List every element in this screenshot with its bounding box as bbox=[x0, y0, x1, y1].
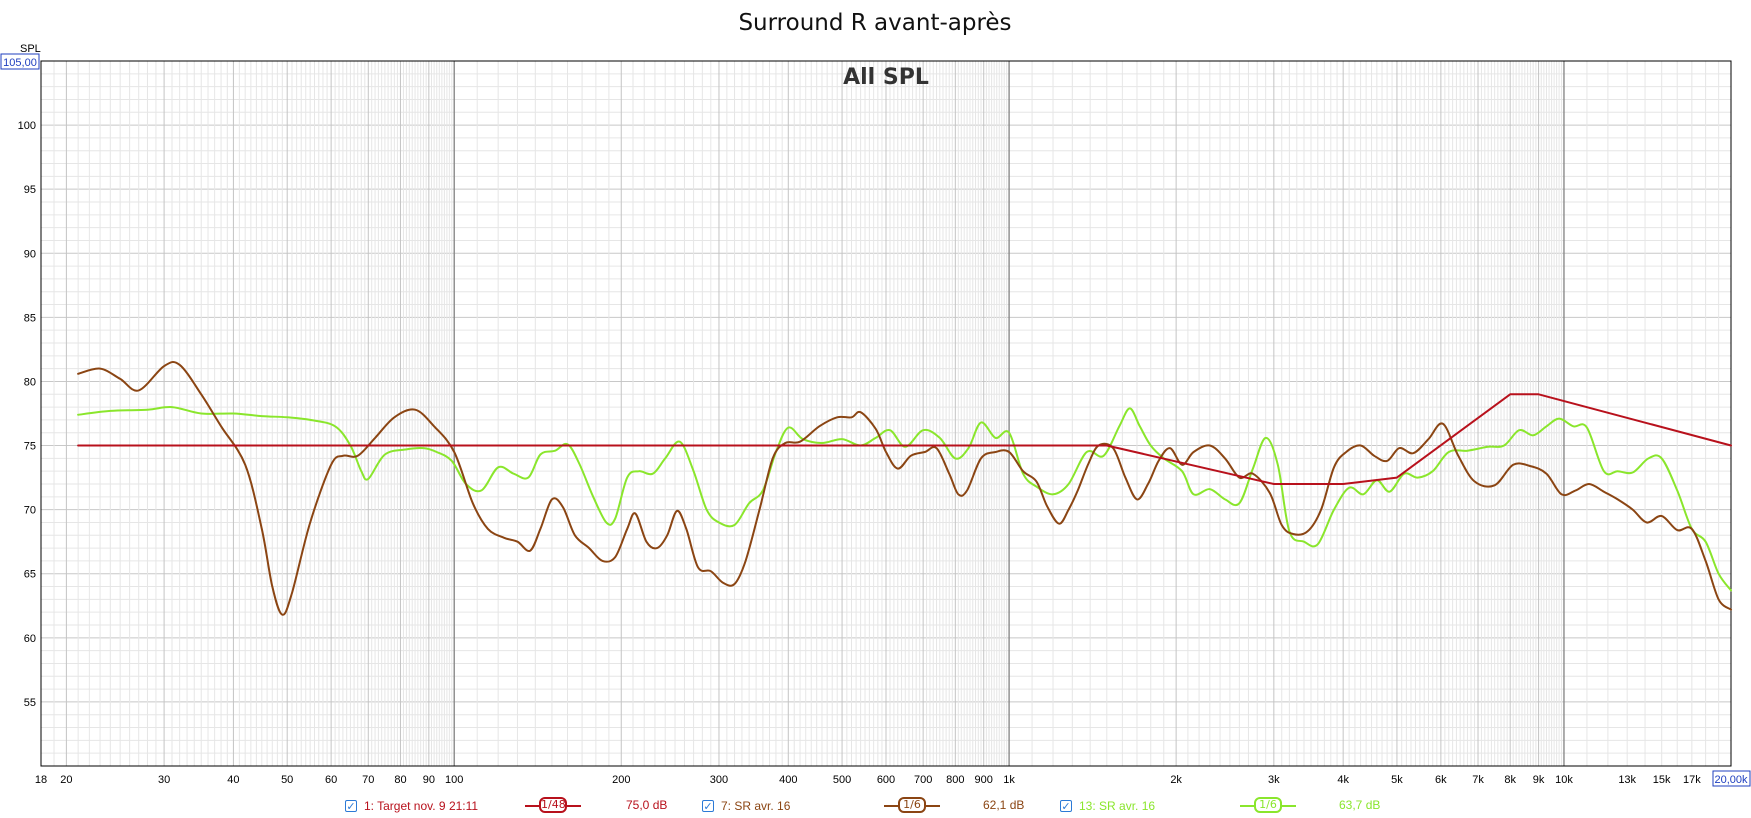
x-tick-label: 600 bbox=[877, 774, 895, 786]
y-tick-label: 95 bbox=[24, 184, 36, 196]
y-tick-label: 70 bbox=[24, 505, 36, 517]
chart-title: Surround R avant-après bbox=[738, 10, 1011, 36]
legend-level: 62,1 dB bbox=[983, 798, 1025, 812]
smoothing-indicator[interactable]: 1/6 bbox=[1240, 796, 1296, 816]
x-end-value-box[interactable]: 20,00k bbox=[1712, 770, 1751, 787]
legend-label: 7: SR avr. 16 bbox=[721, 799, 791, 813]
x-end-value: 20,00k bbox=[1714, 774, 1748, 786]
legend-item-target[interactable]: ✓ 1: Target nov. 9 21:11 bbox=[345, 796, 478, 816]
y-tick-label: 60 bbox=[24, 633, 36, 645]
x-tick-label: 5k bbox=[1391, 774, 1403, 786]
x-tick-label: 8k bbox=[1504, 774, 1516, 786]
x-tick-label: 17k bbox=[1683, 774, 1701, 786]
x-tick-label: 40 bbox=[227, 774, 239, 786]
chart-subtitle: All SPL bbox=[843, 65, 929, 90]
legend-label: 13: SR avr. 16 bbox=[1079, 799, 1156, 813]
y-tick-label: 80 bbox=[24, 376, 36, 388]
chart-curves bbox=[77, 361, 1732, 616]
x-axis-ticks: 18 20 30 40 50 60 70 80 90 100 200 300 400 500 600 700 8… bbox=[35, 774, 1701, 786]
checkbox-icon[interactable]: ✓ bbox=[702, 800, 714, 813]
smoothing-label: 1/48 bbox=[539, 797, 567, 813]
x-tick-label: 90 bbox=[423, 774, 435, 786]
x-tick-label: 400 bbox=[779, 774, 797, 786]
smoothing-label: 1/6 bbox=[1254, 797, 1282, 813]
x-tick-label: 100 bbox=[445, 774, 463, 786]
y-tick-label: 100 bbox=[18, 120, 36, 132]
x-tick-label: 10k bbox=[1555, 774, 1573, 786]
legend-item-sr-13[interactable]: ✓ 13: SR avr. 16 bbox=[1060, 796, 1155, 816]
x-tick-label: 13k bbox=[1618, 774, 1636, 786]
y-tick-label: 55 bbox=[24, 697, 36, 709]
y-top-value-box[interactable]: 105,00 bbox=[0, 53, 40, 70]
legend: ✓ 1: Target nov. 9 21:11 1/48 75,0 dB ✓ … bbox=[0, 796, 1751, 818]
series-line-sr-13 bbox=[77, 406, 1732, 592]
smoothing-indicator[interactable]: 1/6 bbox=[884, 796, 940, 816]
x-tick-label: 70 bbox=[362, 774, 374, 786]
legend-label: 1: Target nov. 9 21:11 bbox=[364, 799, 479, 813]
x-tick-label: 200 bbox=[612, 774, 630, 786]
smoothing-label: 1/6 bbox=[898, 797, 926, 813]
legend-level: 63,7 dB bbox=[1339, 798, 1381, 812]
x-tick-label: 500 bbox=[833, 774, 851, 786]
x-tick-label: 2k bbox=[1170, 774, 1182, 786]
legend-item-sr-7[interactable]: ✓ 7: SR avr. 16 bbox=[702, 796, 790, 816]
x-tick-label: 60 bbox=[325, 774, 337, 786]
x-tick-label: 900 bbox=[975, 774, 993, 786]
y-axis-ticks: 55 60 65 70 75 80 85 90 95 100 bbox=[18, 120, 36, 709]
x-tick-label: 1k bbox=[1003, 774, 1015, 786]
legend-level: 75,0 dB bbox=[626, 798, 668, 812]
x-tick-label: 50 bbox=[281, 774, 293, 786]
y-top-value: 105,00 bbox=[3, 57, 37, 69]
y-tick-label: 90 bbox=[24, 248, 36, 260]
x-tick-label: 6k bbox=[1435, 774, 1447, 786]
x-tick-label: 700 bbox=[914, 774, 932, 786]
series-line-sr-7 bbox=[77, 361, 1732, 616]
y-tick-label: 65 bbox=[24, 569, 36, 581]
checkbox-icon[interactable]: ✓ bbox=[1060, 800, 1072, 813]
x-tick-label: 7k bbox=[1472, 774, 1484, 786]
checkbox-icon[interactable]: ✓ bbox=[345, 800, 357, 813]
x-tick-label: 20 bbox=[60, 774, 72, 786]
x-tick-label: 30 bbox=[158, 774, 170, 786]
y-tick-label: 75 bbox=[24, 441, 36, 453]
x-tick-label: 4k bbox=[1337, 774, 1349, 786]
x-tick-label: 80 bbox=[394, 774, 406, 786]
series-line-target bbox=[77, 393, 1732, 485]
y-tick-label: 85 bbox=[24, 312, 36, 324]
frequency-response-chart: 55 60 65 70 75 80 85 90 95 100 18 20 30 40 50 60 70 80 90… bbox=[0, 10, 1751, 787]
x-tick-label: 3k bbox=[1268, 774, 1280, 786]
x-tick-label: 9k bbox=[1533, 774, 1545, 786]
x-tick-label: 300 bbox=[710, 774, 728, 786]
smoothing-indicator[interactable]: 1/48 bbox=[525, 796, 581, 816]
x-tick-label: 18 bbox=[35, 774, 47, 786]
x-tick-label: 15k bbox=[1653, 774, 1671, 786]
x-tick-label: 800 bbox=[946, 774, 964, 786]
chart-grid bbox=[41, 61, 1731, 766]
y-axis-label: SPL bbox=[20, 43, 41, 55]
plot-frame bbox=[40, 60, 1732, 767]
